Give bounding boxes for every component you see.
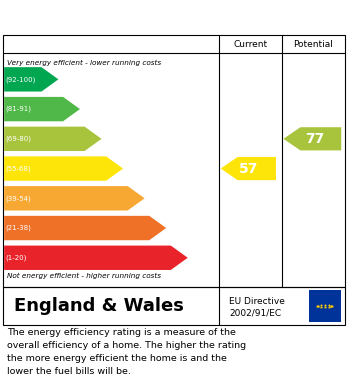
Text: E: E	[149, 191, 159, 206]
FancyArrow shape	[4, 127, 102, 151]
FancyArrow shape	[4, 246, 188, 270]
Text: C: C	[105, 131, 116, 146]
FancyArrow shape	[4, 67, 58, 91]
Text: England & Wales: England & Wales	[14, 297, 184, 315]
Text: Current: Current	[233, 39, 268, 48]
Text: (1-20): (1-20)	[6, 255, 27, 261]
FancyArrow shape	[4, 186, 145, 210]
Text: Not energy efficient - higher running costs: Not energy efficient - higher running co…	[7, 273, 161, 279]
Text: Potential: Potential	[293, 39, 333, 48]
Text: 77: 77	[306, 132, 325, 146]
FancyArrow shape	[4, 97, 80, 121]
Text: B: B	[83, 102, 94, 117]
Text: F: F	[170, 221, 181, 235]
Text: EU Directive: EU Directive	[229, 297, 285, 306]
Text: G: G	[190, 250, 202, 265]
Text: The energy efficiency rating is a measure of the
overall efficiency of a home. T: The energy efficiency rating is a measur…	[7, 328, 246, 376]
FancyArrow shape	[4, 216, 166, 240]
Bar	[309, 290, 341, 322]
Text: Very energy efficient - lower running costs: Very energy efficient - lower running co…	[7, 59, 161, 66]
FancyArrow shape	[284, 127, 341, 151]
Text: (55-68): (55-68)	[6, 165, 31, 172]
Text: A: A	[61, 72, 73, 87]
Text: 57: 57	[239, 161, 258, 176]
Text: (69-80): (69-80)	[6, 136, 32, 142]
FancyArrow shape	[221, 157, 276, 180]
Text: (81-91): (81-91)	[6, 106, 32, 112]
Text: Energy Efficiency Rating: Energy Efficiency Rating	[10, 10, 220, 25]
Text: 2002/91/EC: 2002/91/EC	[229, 308, 282, 317]
Text: (92-100): (92-100)	[6, 76, 36, 83]
FancyArrow shape	[4, 156, 123, 181]
Text: D: D	[125, 161, 137, 176]
Text: (21-38): (21-38)	[6, 225, 31, 231]
Text: (39-54): (39-54)	[6, 195, 31, 201]
